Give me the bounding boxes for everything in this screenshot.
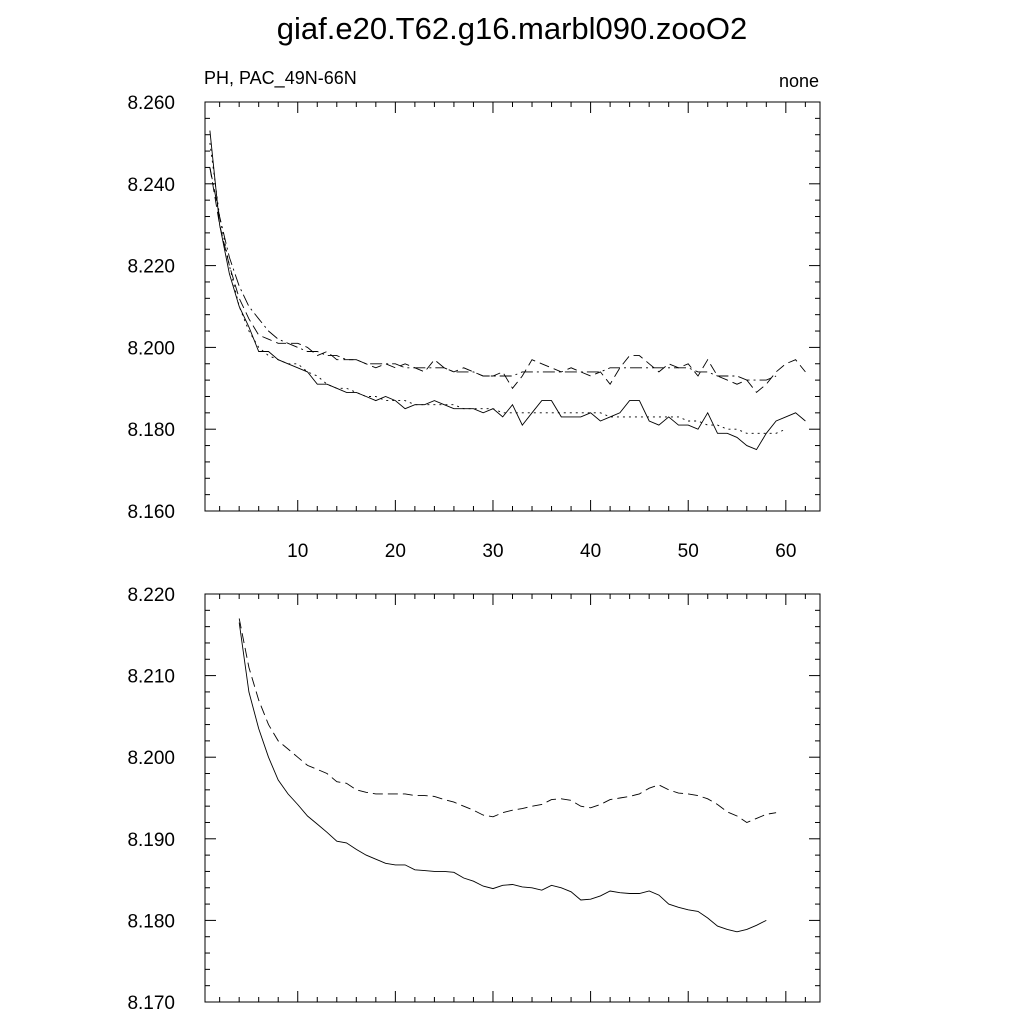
y-tick-label: 8.200 bbox=[127, 748, 175, 769]
y-tick-label: 8.220 bbox=[127, 257, 175, 278]
panel-top-subtitle-left: PH, PAC_49N-66N bbox=[204, 68, 357, 89]
series-line-dashdot bbox=[209, 167, 777, 381]
plot-frame bbox=[204, 593, 821, 1003]
series-line-solid bbox=[209, 130, 806, 451]
y-tick-label: 8.240 bbox=[127, 175, 175, 196]
y-tick-label: 8.190 bbox=[127, 830, 175, 851]
y-tick-label: 8.160 bbox=[127, 502, 175, 523]
panel-top-subtitle-right: none bbox=[779, 71, 819, 91]
x-tick-label: 30 bbox=[482, 541, 503, 562]
chart-title: giaf.e20.T62.g16.marbl090.zooO2 bbox=[277, 11, 747, 46]
y-tick-label: 8.180 bbox=[127, 420, 175, 441]
panel-bottom: 8.170 8.180 8.190 8.200 8.210 8.220 bbox=[127, 585, 821, 1014]
x-tick-label: 40 bbox=[580, 541, 601, 562]
series-line-dashed bbox=[238, 618, 777, 824]
x-tick-label: 50 bbox=[678, 541, 699, 562]
y-tick-label: 8.260 bbox=[127, 93, 175, 114]
y-tick-label: 8.220 bbox=[127, 585, 175, 606]
panel-top: 10 20 30 40 50 60 8.160 8.180 8.200 8.220 8.240 8.2… bbox=[127, 93, 821, 562]
x-tick-label: 20 bbox=[385, 541, 406, 562]
y-tick-label: 8.170 bbox=[127, 993, 175, 1014]
x-tick-label: 10 bbox=[287, 541, 308, 562]
y-tick-label: 8.200 bbox=[127, 338, 175, 359]
plot-frame bbox=[204, 101, 821, 512]
series-line-solid bbox=[238, 622, 767, 933]
y-tick-label: 8.210 bbox=[127, 667, 175, 688]
x-tick-label: 60 bbox=[775, 541, 796, 562]
y-tick-label: 8.180 bbox=[127, 911, 175, 932]
series-line-dotted bbox=[209, 142, 786, 434]
series-line-dashed bbox=[209, 167, 806, 394]
